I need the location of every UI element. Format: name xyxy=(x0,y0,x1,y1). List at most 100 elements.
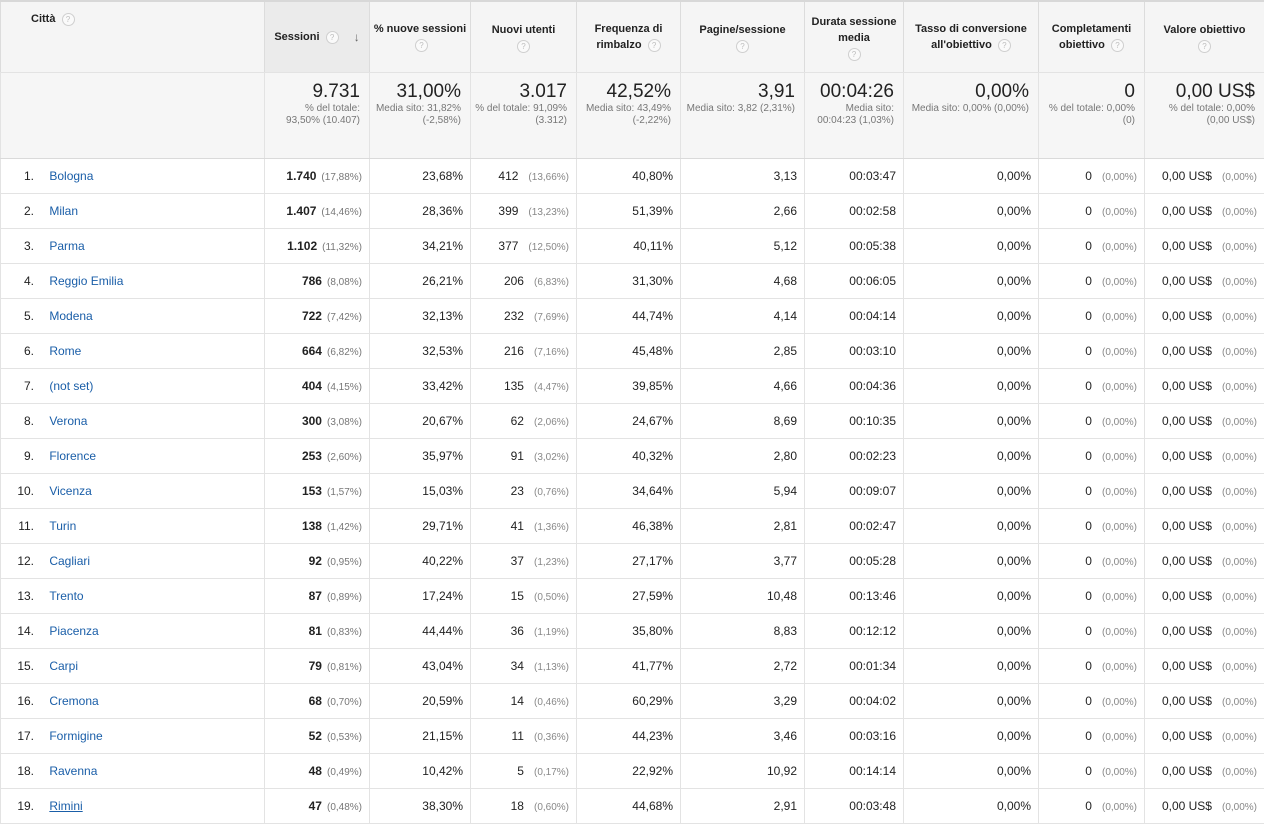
city-cell: 8. Verona xyxy=(1,404,265,439)
avg-duration-cell: 00:02:58 xyxy=(805,194,904,229)
column-header-new-users[interactable]: Nuovi utenti ? xyxy=(471,1,577,73)
total-sub: Media sito: 3,82 (2,31%) xyxy=(685,103,795,115)
bounce-rate-cell: 46,38% xyxy=(577,509,681,544)
avg-duration-cell: 00:10:35 xyxy=(805,404,904,439)
goal-completions-cell: 0(0,00%) xyxy=(1039,789,1145,824)
column-header-avg-duration[interactable]: Durata sessione media ? xyxy=(805,1,904,73)
help-icon[interactable]: ? xyxy=(326,31,339,44)
new-users-cell: 37(1,23%) xyxy=(471,544,577,579)
avg-duration-cell: 00:03:48 xyxy=(805,789,904,824)
goal-completions-cell: 0(0,00%) xyxy=(1039,649,1145,684)
goal-value-value: 0,00 US$ xyxy=(1162,589,1212,603)
goal-value-value: 0,00 US$ xyxy=(1162,274,1212,288)
goal-completions-value: 0 xyxy=(1085,204,1092,218)
column-header-sessions[interactable]: Sessioni ? ↓ xyxy=(265,1,370,73)
goal-conversion-cell: 0,00% xyxy=(904,754,1039,789)
city-link[interactable]: Parma xyxy=(49,239,84,253)
help-icon[interactable]: ? xyxy=(1111,39,1124,52)
city-link[interactable]: Cagliari xyxy=(49,554,90,568)
help-icon[interactable]: ? xyxy=(648,39,661,52)
sessions-value: 153 xyxy=(302,484,322,498)
avg-duration-cell: 00:05:38 xyxy=(805,229,904,264)
help-icon[interactable]: ? xyxy=(736,40,749,53)
goal-completions-value: 0 xyxy=(1085,379,1092,393)
help-icon[interactable]: ? xyxy=(62,13,75,26)
pct-new-sessions-cell: 21,15% xyxy=(370,719,471,754)
column-header-label: Pagine/sessione xyxy=(699,24,785,36)
goal-value-value: 0,00 US$ xyxy=(1162,449,1212,463)
help-icon[interactable]: ? xyxy=(998,39,1011,52)
pct-new-sessions-cell: 32,53% xyxy=(370,334,471,369)
city-link[interactable]: Reggio Emilia xyxy=(49,274,123,288)
city-link[interactable]: Cremona xyxy=(49,694,98,708)
goal-value-value: 0,00 US$ xyxy=(1162,624,1212,638)
column-header-goal-conversion[interactable]: Tasso di conversione all'obiettivo ? xyxy=(904,1,1039,73)
column-header-city[interactable]: Città ? xyxy=(1,1,265,73)
goal-completions-pct: (0,00%) xyxy=(1102,662,1137,673)
city-link[interactable]: Florence xyxy=(49,449,96,463)
new-users-pct: (3,02%) xyxy=(534,452,569,463)
goal-conversion-cell: 0,00% xyxy=(904,264,1039,299)
goal-completions-value: 0 xyxy=(1085,274,1092,288)
new-users-value: 36 xyxy=(511,624,524,638)
city-link[interactable]: Turin xyxy=(49,519,76,533)
new-users-cell: 18(0,60%) xyxy=(471,789,577,824)
goal-value-pct: (0,00%) xyxy=(1222,347,1257,358)
row-rank: 11. xyxy=(1,519,34,533)
new-users-cell: 232(7,69%) xyxy=(471,299,577,334)
help-icon[interactable]: ? xyxy=(517,40,530,53)
goal-completions-value: 0 xyxy=(1085,799,1092,813)
new-users-pct: (13,23%) xyxy=(528,207,569,218)
goal-completions-pct: (0,00%) xyxy=(1102,347,1137,358)
goal-value-value: 0,00 US$ xyxy=(1162,694,1212,708)
city-link[interactable]: Bologna xyxy=(49,169,93,183)
city-link[interactable]: Vicenza xyxy=(49,484,91,498)
column-header-pct-new-sessions[interactable]: % nuove sessioni ? xyxy=(370,1,471,73)
column-header-pages-session[interactable]: Pagine/sessione ? xyxy=(681,1,805,73)
city-link[interactable]: Formigine xyxy=(49,729,102,743)
pages-session-cell: 5,12 xyxy=(681,229,805,264)
sessions-pct: (3,08%) xyxy=(327,417,362,428)
sessions-value: 786 xyxy=(302,274,322,288)
new-users-cell: 15(0,50%) xyxy=(471,579,577,614)
city-link[interactable]: Rimini xyxy=(49,799,82,813)
total-bounce-rate: 42,52%Media sito: 43,49% (-2,22%) xyxy=(577,73,681,159)
total-value: 3,91 xyxy=(685,81,795,103)
city-link[interactable]: (not set) xyxy=(49,379,93,393)
city-link[interactable]: Milan xyxy=(49,204,78,218)
goal-value-pct: (0,00%) xyxy=(1222,557,1257,568)
city-link[interactable]: Rome xyxy=(49,344,81,358)
city-link[interactable]: Modena xyxy=(49,309,92,323)
city-link[interactable]: Verona xyxy=(49,414,87,428)
new-users-value: 412 xyxy=(498,169,518,183)
pct-new-sessions-cell: 38,30% xyxy=(370,789,471,824)
city-link[interactable]: Trento xyxy=(49,589,83,603)
pages-session-cell: 8,69 xyxy=(681,404,805,439)
column-header-bounce-rate[interactable]: Frequenza di rimbalzo ? xyxy=(577,1,681,73)
city-link[interactable]: Carpi xyxy=(49,659,78,673)
sessions-cell: 253(2,60%) xyxy=(265,439,370,474)
goal-completions-pct: (0,00%) xyxy=(1102,627,1137,638)
goal-completions-cell: 0(0,00%) xyxy=(1039,264,1145,299)
help-icon[interactable]: ? xyxy=(1198,40,1211,53)
goal-completions-cell: 0(0,00%) xyxy=(1039,369,1145,404)
sessions-pct: (0,49%) xyxy=(327,767,362,778)
new-users-cell: 399(13,23%) xyxy=(471,194,577,229)
goal-value-value: 0,00 US$ xyxy=(1162,239,1212,253)
sessions-value: 404 xyxy=(302,379,322,393)
city-rows: 1. Bologna 1.740(17,88%) 23,68% 412(13,6… xyxy=(1,159,1264,824)
new-users-value: 23 xyxy=(511,484,524,498)
total-value: 0,00% xyxy=(908,81,1029,103)
help-icon[interactable]: ? xyxy=(848,48,861,61)
column-header-goal-value[interactable]: Valore obiettivo ? xyxy=(1145,1,1264,73)
column-header-goal-completions[interactable]: Completamenti obiettivo ? xyxy=(1039,1,1145,73)
goal-completions-cell: 0(0,00%) xyxy=(1039,719,1145,754)
new-users-cell: 377(12,50%) xyxy=(471,229,577,264)
city-link[interactable]: Piacenza xyxy=(49,624,98,638)
help-icon[interactable]: ? xyxy=(415,39,428,52)
city-link[interactable]: Ravenna xyxy=(49,764,97,778)
sessions-pct: (7,42%) xyxy=(327,312,362,323)
avg-duration-cell: 00:04:36 xyxy=(805,369,904,404)
avg-duration-cell: 00:14:14 xyxy=(805,754,904,789)
sort-descending-icon[interactable]: ↓ xyxy=(354,30,360,44)
